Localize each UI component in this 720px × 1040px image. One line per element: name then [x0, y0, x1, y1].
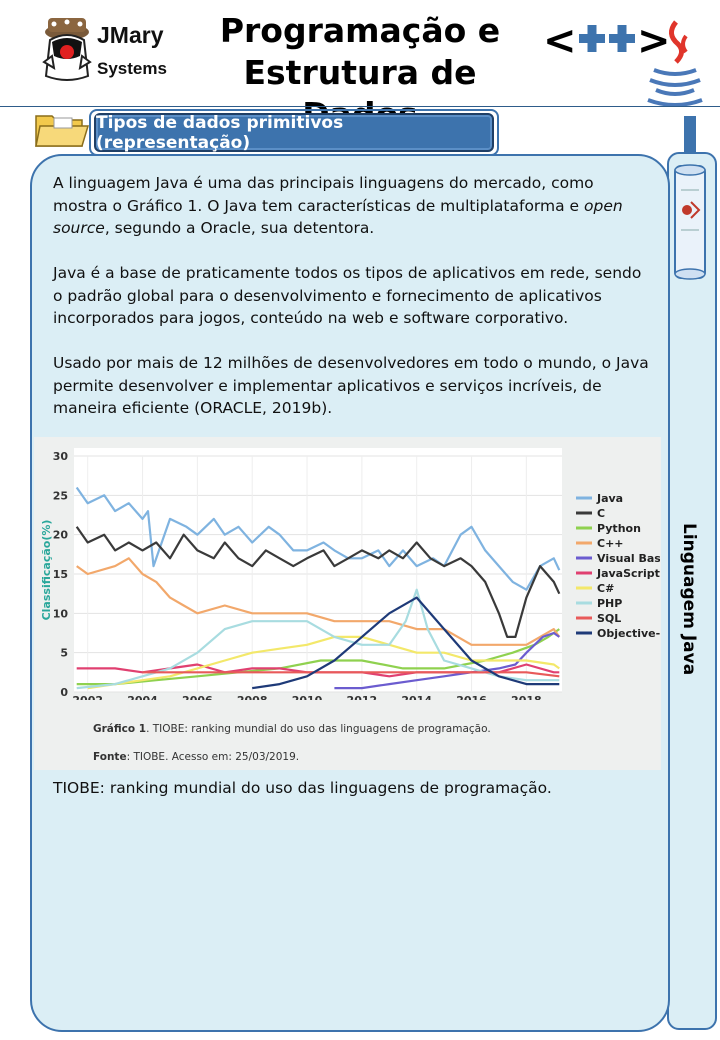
series-line-php — [76, 588, 560, 690]
side-connector — [684, 116, 696, 154]
legend-label-java: Java — [596, 492, 623, 505]
x-tick-label: 2004 — [127, 694, 158, 700]
x-tick-label: 2016 — [456, 694, 487, 700]
series-line-python — [76, 628, 560, 686]
svg-text:>: > — [637, 18, 668, 64]
section-tab: Tipos de dados primitivos (representação… — [94, 112, 494, 153]
figure-source-label: Fonte — [93, 751, 127, 763]
legend-label-javascript: JavaScript — [596, 567, 660, 580]
brand-logo — [38, 12, 96, 84]
y-tick-label: 10 — [53, 607, 69, 620]
y-tick-label: 15 — [53, 568, 68, 581]
legend-label-objective-c: Objective-C — [597, 627, 660, 640]
paragraph-1-text-b: , segundo a Oracle, sua detentora. — [104, 219, 375, 238]
folder-icon — [34, 110, 90, 150]
x-tick-label: 2002 — [72, 694, 103, 700]
x-tick-label: 2018 — [511, 694, 542, 700]
series-line-java — [75, 486, 561, 591]
y-tick-label: 25 — [53, 489, 68, 502]
legend-label-c: C++ — [597, 537, 624, 550]
legend-label-python: Python — [597, 522, 641, 535]
brand-subtitle: Systems — [97, 59, 167, 78]
cpp-logo: < > — [543, 16, 671, 73]
header-divider — [0, 106, 720, 107]
y-tick-label: 5 — [60, 647, 68, 660]
series-line-c — [76, 557, 561, 646]
series-line-c — [75, 526, 561, 638]
legend-label-php: PHP — [597, 597, 622, 610]
x-tick-label: 2012 — [347, 694, 378, 700]
y-tick-label: 30 — [53, 450, 69, 463]
side-label: Linguagem Java — [679, 523, 699, 676]
paragraph-3: Usado por mais de 12 milhões de desenvol… — [53, 354, 649, 418]
legend-label-c: C — [597, 507, 605, 520]
java-cup-icon — [647, 20, 703, 107]
figure-source: Fonte: TIOBE. Acesso em: 25/03/2019. — [93, 751, 299, 763]
paragraph-1: A linguagem Java é uma das principais li… — [53, 172, 653, 240]
cpp-brackets-icon: < > — [543, 18, 671, 64]
paragraph-1-text-a: A linguagem Java é uma das principais li… — [53, 174, 594, 215]
section-tab-label: Tipos de dados primitivos (representação… — [96, 112, 344, 153]
y-tick-label: 0 — [60, 686, 68, 699]
page-title-line1: Programação e — [219, 11, 501, 50]
x-tick-label: 2006 — [182, 694, 213, 700]
scroll-icon — [669, 160, 711, 284]
x-tick-label: 2014 — [401, 694, 432, 700]
figure-source-text: : TIOBE. Acesso em: 25/03/2019. — [126, 751, 300, 763]
duke-mascot-icon — [42, 18, 92, 81]
brand-name: JMary — [97, 22, 164, 48]
legend-label-sql: SQL — [597, 612, 621, 625]
java-logo — [640, 18, 710, 110]
figure-caption-text: . TIOBE: ranking mundial do uso das ling… — [146, 723, 491, 735]
y-axis-label: Classificação(%) — [40, 520, 53, 621]
paragraph-2: Java é a base de praticamente todos os t… — [53, 264, 642, 328]
svg-text:<: < — [543, 18, 577, 64]
y-tick-label: 20 — [53, 529, 69, 542]
legend-label-c: C# — [597, 582, 614, 595]
paragraph-1-emphasis: open source — [53, 196, 623, 238]
series-line-visual-basic-net — [334, 631, 560, 690]
series-line-objective-c — [252, 596, 560, 690]
series-line-sql — [142, 671, 560, 678]
figure-caption-label: Gráfico 1 — [93, 723, 147, 735]
legend-label-visual-basic-net: Visual Basic .NET — [597, 552, 660, 565]
after-chart-text: TIOBE: ranking mundial do uso das lingua… — [53, 779, 552, 797]
plot-area — [74, 448, 562, 692]
tiobe-chart: 0 5 10 15 20 25 30 2002 2004 2006 2008 2010 2012 2014… — [40, 448, 660, 700]
x-tick-label: 2008 — [237, 694, 268, 700]
x-tick-label: 2010 — [292, 694, 323, 700]
figure-caption: Gráfico 1. TIOBE: ranking mundial do uso… — [93, 723, 491, 735]
